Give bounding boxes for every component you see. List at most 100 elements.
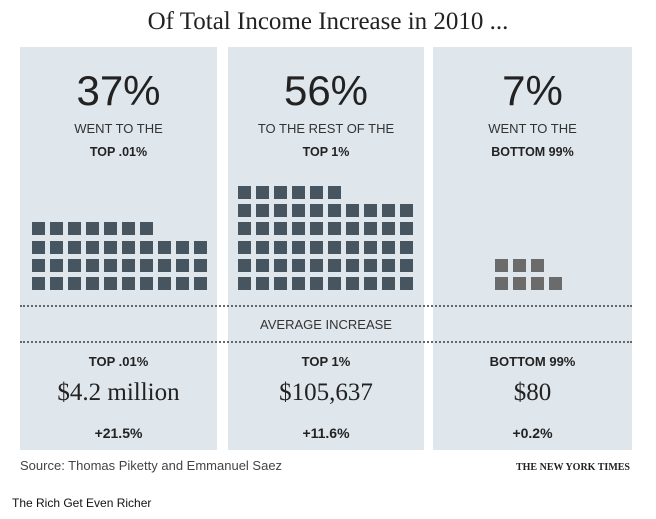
avg-group: TOP 1% — [301, 354, 351, 369]
unit-square — [328, 204, 341, 218]
unit-square — [346, 222, 359, 236]
unit-square — [274, 277, 287, 290]
unit-square — [68, 277, 81, 290]
unit-square — [256, 222, 269, 236]
share-group: TOP .01% — [89, 145, 148, 159]
unit-square — [32, 258, 45, 272]
unit-square — [140, 258, 153, 272]
unit-square — [328, 277, 341, 290]
unit-square — [194, 240, 207, 254]
unit-square — [364, 204, 377, 218]
unit-square — [32, 222, 45, 236]
unit-square — [68, 240, 81, 254]
unit-square — [274, 222, 287, 236]
avg-amount: $80 — [513, 379, 552, 406]
unit-square — [176, 258, 189, 272]
unit-square — [364, 277, 377, 290]
unit-square — [104, 258, 117, 272]
unit-square — [328, 240, 341, 254]
unit-square — [68, 258, 81, 272]
avg-amount: $105,637 — [279, 379, 373, 406]
unit-square — [549, 277, 562, 290]
unit-square — [238, 240, 251, 254]
unit-square — [274, 258, 287, 272]
unit-square — [158, 240, 171, 254]
unit-square — [194, 258, 207, 272]
share-label: WENT TO THE — [74, 121, 163, 136]
unit-square — [400, 204, 413, 218]
divider-dotted — [20, 341, 632, 343]
unit-square — [238, 277, 251, 290]
unit-square — [310, 277, 323, 290]
unit-square — [32, 277, 45, 290]
unit-square — [328, 186, 341, 199]
panel-bottom-99: 7% WENT TO THE BOTTOM 99% BOTTOM 99% $80… — [433, 47, 632, 450]
unit-square — [50, 277, 63, 290]
unit-square — [176, 277, 189, 290]
unit-square — [50, 222, 63, 236]
unit-square — [86, 240, 99, 254]
unit-square — [238, 258, 251, 272]
unit-square — [256, 240, 269, 254]
unit-square — [274, 186, 287, 199]
unit-square — [364, 222, 377, 236]
source-note: Source: Thomas Piketty and Emmanuel Saez — [20, 458, 283, 473]
unit-square — [292, 204, 305, 218]
share-percent: 7% — [502, 67, 563, 114]
unit-square — [292, 222, 305, 236]
share-percent: 37% — [76, 67, 161, 114]
credit-logo: THE NEW YORK TIMES — [515, 462, 630, 473]
share-label: TO THE REST OF THE — [257, 121, 395, 136]
unit-square — [50, 258, 63, 272]
unit-square — [194, 277, 207, 290]
unit-square — [256, 186, 269, 199]
unit-square — [86, 222, 99, 236]
unit-square — [382, 204, 395, 218]
unit-square — [346, 258, 359, 272]
unit-square — [382, 258, 395, 272]
unit-square — [176, 240, 189, 254]
unit-square — [382, 222, 395, 236]
unit-square — [158, 258, 171, 272]
unit-square — [86, 258, 99, 272]
share-percent: 56% — [283, 67, 369, 114]
unit-square — [400, 258, 413, 272]
unit-square — [122, 222, 135, 236]
unit-square — [238, 186, 251, 199]
unit-square — [122, 258, 135, 272]
unit-square — [310, 186, 323, 199]
average-increase-label: AVERAGE INCREASE — [260, 317, 392, 332]
unit-square — [400, 277, 413, 290]
divider-dotted — [20, 305, 632, 307]
unit-square — [140, 277, 153, 290]
unit-square — [122, 240, 135, 254]
caption: The Rich Get Even Richer — [12, 496, 152, 510]
unit-square — [310, 240, 323, 254]
unit-square — [310, 258, 323, 272]
unit-square — [292, 240, 305, 254]
unit-square — [531, 258, 544, 272]
unit-square — [346, 204, 359, 218]
unit-square — [292, 186, 305, 199]
unit-square — [531, 277, 544, 290]
unit-square — [256, 258, 269, 272]
unit-square — [104, 222, 117, 236]
chart-title: Of Total Income Increase in 2010 ... — [147, 8, 509, 35]
avg-amount: $4.2 million — [57, 379, 180, 406]
unit-square — [310, 222, 323, 236]
unit-square — [400, 240, 413, 254]
unit-square — [122, 277, 135, 290]
avg-change: +0.2% — [512, 425, 553, 441]
unit-square — [140, 222, 153, 236]
unit-square — [158, 277, 171, 290]
unit-square — [86, 277, 99, 290]
unit-square — [256, 204, 269, 218]
unit-square — [382, 277, 395, 290]
share-group: TOP 1% — [302, 145, 350, 159]
unit-square — [513, 258, 526, 272]
avg-change: +11.6% — [302, 425, 350, 441]
unit-square — [400, 222, 413, 236]
unit-square — [256, 277, 269, 290]
unit-square — [513, 277, 526, 290]
share-group: BOTTOM 99% — [491, 145, 574, 159]
